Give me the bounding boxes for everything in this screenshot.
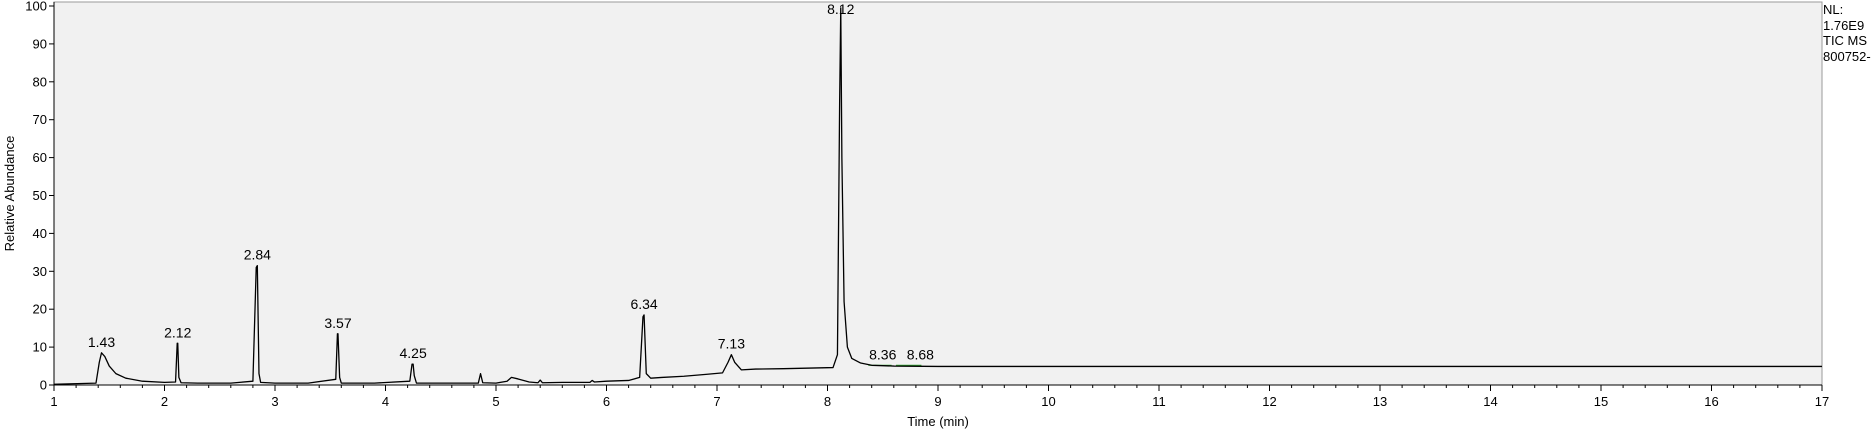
peak-label-8-12: 8.12 bbox=[827, 1, 854, 17]
x-tick-label-7: 7 bbox=[713, 394, 720, 409]
y-tick-label-40: 40 bbox=[33, 226, 47, 241]
trace-info-panel: NL: 1.76E9 TIC MS 800752- bbox=[1823, 2, 1872, 64]
x-tick-label-15: 15 bbox=[1594, 394, 1608, 409]
y-tick-label-100: 100 bbox=[25, 0, 47, 14]
x-tick-label-17: 17 bbox=[1815, 394, 1829, 409]
x-tick-label-2: 2 bbox=[161, 394, 168, 409]
nl-label: NL: bbox=[1823, 2, 1844, 17]
peak-label-8-68: 8.68 bbox=[907, 346, 934, 362]
y-tick-label-70: 70 bbox=[33, 112, 47, 127]
x-tick-label-14: 14 bbox=[1483, 394, 1497, 409]
peak-label-6-34: 6.34 bbox=[630, 296, 657, 312]
x-tick-label-13: 13 bbox=[1373, 394, 1387, 409]
y-tick-label-30: 30 bbox=[33, 264, 47, 279]
x-tick-label-10: 10 bbox=[1041, 394, 1055, 409]
x-tick-label-6: 6 bbox=[603, 394, 610, 409]
x-tick-label-9: 9 bbox=[934, 394, 941, 409]
y-tick-label-80: 80 bbox=[33, 74, 47, 89]
y-tick-label-0: 0 bbox=[40, 378, 47, 393]
y-tick-label-50: 50 bbox=[33, 188, 47, 203]
peak-labels: 1.43 2.12 2.84 3.57 4.25 6.34 7.13 8.12 8.36 8.68 bbox=[88, 1, 934, 362]
trace-type-label: TIC MS bbox=[1823, 33, 1868, 48]
x-axis: 1 2 3 4 5 6 7 8 9 10 11 12 13 14 15 16 17 bbox=[50, 384, 1829, 409]
file-id: 800752- bbox=[1823, 48, 1871, 64]
plot-area bbox=[53, 1, 1823, 386]
peak-label-1-43: 1.43 bbox=[88, 334, 115, 350]
peak-label-4-25: 4.25 bbox=[400, 345, 427, 361]
peak-label-8-36: 8.36 bbox=[869, 346, 896, 362]
x-tick-label-4: 4 bbox=[382, 394, 389, 409]
y-axis-title: Relative Abundance bbox=[2, 136, 17, 252]
y-tick-label-90: 90 bbox=[33, 36, 47, 51]
nl-value: 1.76E9 bbox=[1823, 17, 1865, 33]
x-tick-label-5: 5 bbox=[492, 394, 499, 409]
tic-trace-line bbox=[53, 7, 1822, 385]
y-tick-label-20: 20 bbox=[33, 302, 47, 317]
x-axis-title: Time (min) bbox=[907, 414, 969, 429]
x-tick-label-16: 16 bbox=[1704, 394, 1718, 409]
x-tick-label-11: 11 bbox=[1152, 394, 1166, 409]
peak-label-7-13: 7.13 bbox=[718, 336, 745, 352]
x-tick-label-1: 1 bbox=[50, 394, 57, 409]
x-tick-label-3: 3 bbox=[271, 394, 278, 409]
x-tick-label-8: 8 bbox=[824, 394, 831, 409]
peak-label-2-84: 2.84 bbox=[244, 247, 271, 263]
peak-label-2-12: 2.12 bbox=[164, 324, 191, 340]
x-tick-label-12: 12 bbox=[1262, 394, 1276, 409]
peak-label-3-57: 3.57 bbox=[324, 315, 351, 331]
y-tick-label-60: 60 bbox=[33, 150, 47, 165]
y-tick-label-10: 10 bbox=[33, 340, 47, 355]
y-axis: 0 10 20 30 40 50 60 70 80 90 100 bbox=[25, 0, 55, 393]
